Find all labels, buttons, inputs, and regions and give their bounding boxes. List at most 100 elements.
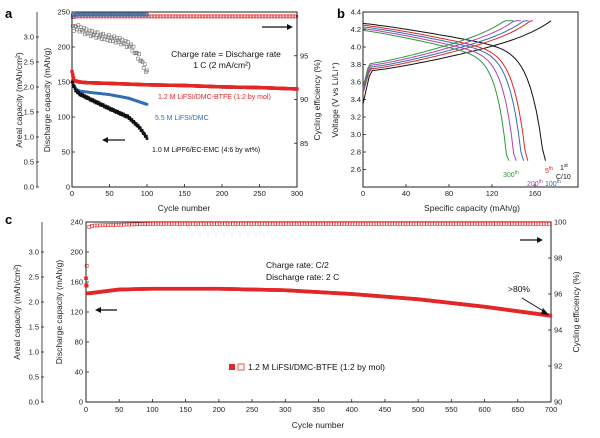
panel-c-efficiency-point [456, 222, 461, 226]
panel-c-efficiency-point [292, 222, 296, 226]
panel-a-efficiency-point [101, 31, 105, 36]
legend-open-marker [237, 363, 245, 371]
panel-c-efficiency-point [95, 223, 100, 228]
panel-a-efficiency-point [131, 44, 136, 49]
panel-c-efficiency-point [523, 222, 527, 226]
panel-c-x-tick-label: 500 [412, 405, 425, 414]
panel-a-series-label-btfe: 1.2 M LiFSI/DMC-BTFE (1:2 by mol) [158, 94, 271, 101]
panel-c-efficiency-point [528, 222, 533, 226]
panel-a-capacity-point [126, 114, 130, 118]
panel-c-efficiency-point [111, 223, 116, 227]
panel-c-efficiency-point [451, 222, 456, 226]
panel-c-efficiency-point [395, 222, 400, 226]
panel-b-ticks: 0 40 80 120 160 2.6 2.8 3.0 3.2 3.4 3.6 3.8 4.0 4.2 4.… [351, 8, 542, 199]
panel-c-efficiency-point [326, 222, 331, 226]
panel-c-efficiency-point [302, 222, 307, 226]
panel-a-efficiency-point [115, 38, 120, 43]
panel-c-efficiency-point [517, 222, 522, 226]
panel-a-efficiency-point [145, 12, 149, 17]
panel-c-y-inner-tick-label: 200 [70, 248, 83, 257]
label-c10: C/10 [556, 174, 571, 181]
panel-b-discharge-curve [362, 26, 525, 161]
panel-a-y-inner-tick-label: 250 [57, 8, 70, 17]
panel-c-efficiency-point [430, 222, 434, 226]
panel-c-efficiency-point [90, 224, 94, 228]
panel-a-efficiency-point [137, 52, 141, 56]
panel-a-efficiency-point [99, 32, 103, 37]
panel-c-efficiency-point [289, 222, 294, 226]
panel-c-efficiency-point [374, 222, 379, 226]
panel-c-efficiency-point [432, 222, 437, 226]
panel-c-efficiency-point [233, 222, 238, 226]
panel-c-capacity-point [548, 313, 553, 318]
panel-c-efficiency-point [414, 222, 418, 226]
panel-b-y-tick-label: 4.0 [351, 43, 361, 52]
panel-c-efficiency-point [533, 222, 538, 226]
panel-c-capacity-point [84, 276, 88, 281]
panel-c-efficiency-point [464, 222, 469, 226]
panel-a-capacity-point [130, 118, 134, 121]
panel-c-efficiency-point [180, 222, 185, 226]
panel-a-efficiency-point [128, 44, 132, 49]
panel-c-legend: 1.2 M LiFSI/DMC-BTFE (1:2 by mol) [229, 362, 385, 372]
panel-b-y-tick-label: 4.2 [351, 25, 361, 34]
panel-c-x-tick-label: 150 [179, 405, 192, 414]
panel-c-x-tick-label: 400 [345, 405, 358, 414]
panel-a-efficiency-point [145, 68, 149, 73]
panel-c-rate-annotation-1: Charge rate: C/2 [266, 260, 329, 270]
panel-c-efficiency-point [236, 222, 240, 226]
panel-a-efficiency-point [129, 42, 134, 47]
panel-a-y-outer-tick-label: 0.0 [24, 183, 34, 192]
panel-a-efficiency-point [83, 32, 87, 37]
panel-a-capacity-point [71, 75, 76, 80]
panel-a-efficiency-point [84, 27, 89, 32]
panel-c-efficiency-point [470, 222, 474, 226]
panel-c-efficiency-point [334, 222, 339, 226]
panel-a-x-label: Cycle number [158, 203, 211, 213]
panel-c-x-tick-label: 700 [545, 405, 558, 414]
panel-c-efficiency-point [188, 222, 193, 226]
panel-c-x-label: Cycle number [292, 420, 345, 430]
panel-c-x-tick-label: 300 [279, 405, 292, 414]
panel-b-charge-curve [362, 20, 533, 94]
panel-c-efficiency-point [448, 222, 453, 226]
panel-a-efficiency-point [140, 60, 145, 64]
panel-b-y-tick-label: 3.8 [351, 60, 361, 69]
panel-c-efficiency-point [310, 222, 315, 226]
panel-a-efficiency-point [121, 41, 126, 45]
panel-a-data [70, 12, 299, 140]
panel-c-x-tick-label: 0 [84, 405, 88, 414]
panel-c-efficiency-point [193, 222, 198, 226]
panel-c-efficiency-point [265, 222, 270, 226]
panel-c-efficiency-point [148, 222, 153, 226]
panel-c-efficiency-point [153, 222, 158, 226]
panel-b-y-tick-label: 2.8 [351, 148, 361, 157]
panel-a-efficiency-point [108, 39, 112, 43]
panel-c-efficiency-point [478, 222, 482, 226]
panel-c-efficiency-point [486, 222, 490, 226]
panel-c-y-inner-tick-label: 40 [75, 368, 83, 377]
label-100th: 100th [545, 179, 561, 188]
panel-a-efficiency-point [106, 33, 111, 37]
panel-c-efficiency-point [313, 222, 317, 226]
panel-c-efficiency-point [294, 222, 299, 226]
panel-a-capacity-point [73, 85, 76, 88]
panel-a-capacity-point [124, 113, 128, 117]
panel-c-efficiency-point [379, 222, 384, 226]
panel-c-efficiency-point [488, 222, 493, 226]
panel-a-y-inner-tick-label: 150 [57, 78, 70, 87]
panel-c-efficiency-point [355, 222, 360, 226]
panel-c-efficiency-point [536, 222, 541, 226]
panel-a-rate-annotation-1: Charge rate = Discharge rate [171, 49, 281, 59]
panel-c-efficiency-point [254, 222, 259, 226]
panel-c-y-inner-tick-label: 120 [70, 308, 83, 317]
panel-a-y-outer-label: Areal capacity (mAh/cm²) [14, 52, 24, 148]
panel-c-efficiency-point [151, 222, 155, 226]
panel-c-y-outer-label: Areal capacity (mAh/cm²) [12, 264, 22, 360]
panel-c-efficiency-point [393, 222, 397, 226]
panel-a-y-inner-tick-label: 0 [66, 183, 70, 192]
panel-c-efficiency-point [406, 222, 410, 226]
panel-c-x-tick-label: 100 [146, 405, 159, 414]
panel-c-y-inner-tick-label: 160 [70, 278, 83, 287]
panel-c-x-tick-label: 600 [478, 405, 491, 414]
